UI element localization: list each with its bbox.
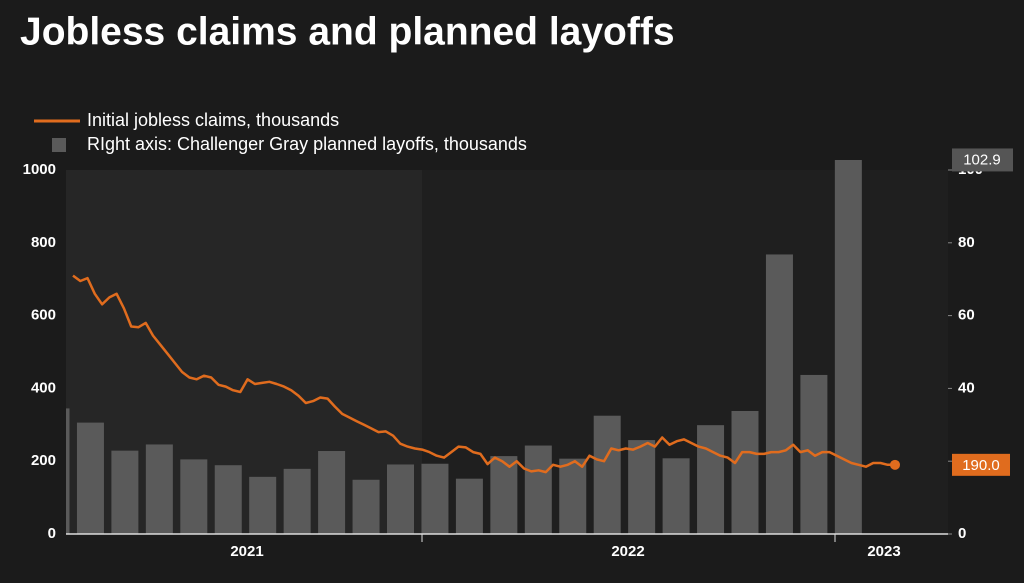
y2-tick-label: 0 xyxy=(958,525,966,542)
bar xyxy=(559,458,587,534)
bar xyxy=(283,468,311,534)
legend: Initial jobless claims, thousands RIght a… xyxy=(34,110,527,154)
bar xyxy=(524,445,552,534)
line xyxy=(72,274,895,474)
lines xyxy=(72,274,900,474)
bar xyxy=(111,450,139,534)
bars xyxy=(66,160,862,534)
bar xyxy=(76,422,104,534)
bar xyxy=(765,254,793,534)
bar xyxy=(421,463,449,534)
bar xyxy=(490,456,518,534)
legend-swatch xyxy=(52,138,66,152)
bar xyxy=(318,451,346,534)
bar xyxy=(662,458,690,534)
x-tick-label: 2022 xyxy=(611,543,644,560)
bar xyxy=(352,479,380,534)
value-label-box xyxy=(952,453,1010,476)
bar xyxy=(180,459,208,534)
bar xyxy=(387,464,414,534)
bar xyxy=(697,425,725,534)
y-tick-label: 600 xyxy=(31,307,56,324)
bar xyxy=(455,478,483,534)
y2-tick-label: 60 xyxy=(958,307,975,324)
bar xyxy=(66,408,70,534)
value-labels: 102.9 190.0 xyxy=(952,148,1013,476)
y-tick-label: 800 xyxy=(31,234,56,251)
y2-tick-label: 40 xyxy=(958,379,975,396)
chart-title: Jobless claims and planned layoffs xyxy=(20,10,675,53)
x-tick-label: 2021 xyxy=(230,543,263,560)
end-dot xyxy=(890,459,900,470)
value-label: 190.0 xyxy=(962,457,1000,474)
legend-label: RIght axis: Challenger Gray planned layo… xyxy=(87,134,527,154)
bar xyxy=(145,444,173,534)
bar xyxy=(593,415,621,534)
legend-label: Initial jobless claims, thousands xyxy=(87,110,339,130)
value-label-box xyxy=(952,148,1013,172)
bar xyxy=(731,410,759,534)
y-tick-label: 200 xyxy=(31,452,56,469)
bar xyxy=(249,476,277,534)
bar xyxy=(628,440,656,534)
bar xyxy=(834,160,862,534)
bar xyxy=(214,465,242,534)
value-label: 102.9 xyxy=(963,151,1001,168)
y-tick-label: 1000 xyxy=(23,161,56,178)
y-tick-label: 0 xyxy=(48,525,56,542)
x-tick-label: 2023 xyxy=(867,543,900,560)
y-tick-label: 400 xyxy=(31,379,56,396)
y2-tick-label: 80 xyxy=(958,234,975,251)
